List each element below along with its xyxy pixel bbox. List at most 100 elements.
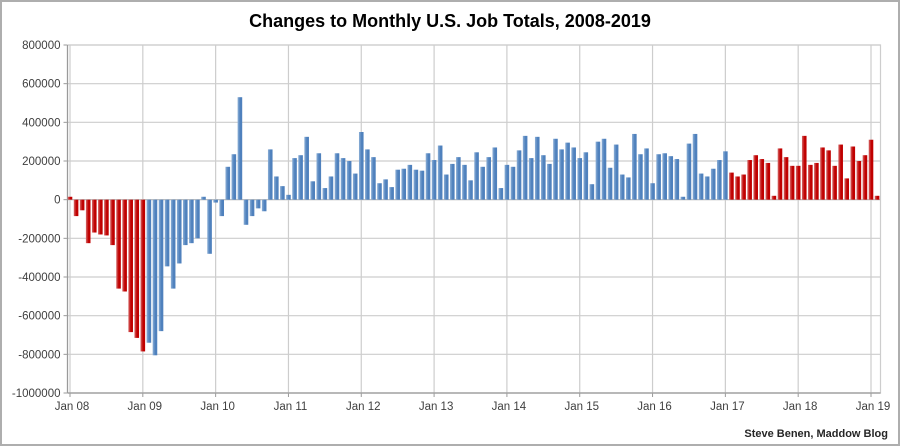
bar [528, 158, 534, 200]
bar [431, 160, 437, 200]
bar [328, 176, 334, 200]
bar [122, 199, 127, 292]
bar [128, 199, 133, 333]
y-tick-label: -200000 [18, 233, 60, 245]
bar [856, 161, 862, 200]
bar [522, 135, 528, 200]
bar [820, 147, 825, 200]
bar [437, 145, 443, 200]
bar [814, 162, 819, 200]
bar [692, 133, 698, 200]
x-tick-label: Jan 17 [710, 401, 745, 413]
bar [656, 154, 661, 200]
bar [595, 141, 601, 200]
bar [638, 154, 643, 200]
bar [577, 158, 583, 200]
x-tick-label: Jan 11 [274, 401, 308, 413]
bar [613, 144, 619, 200]
bar [140, 199, 146, 352]
bar [625, 177, 631, 200]
bar [474, 152, 479, 200]
bar [116, 199, 121, 289]
bar [104, 199, 109, 236]
bar [352, 173, 358, 200]
bar [686, 143, 692, 200]
bar [644, 148, 649, 200]
bar [98, 199, 103, 235]
bar [456, 157, 461, 200]
chart-title: Changes to Monthly U.S. Job Totals, 2008… [249, 11, 651, 31]
x-tick-label: Jan 10 [200, 401, 235, 413]
bar [765, 162, 771, 200]
bar [164, 199, 170, 267]
bar [152, 199, 158, 356]
bar [310, 181, 316, 200]
x-tick-label: Jan 14 [492, 401, 527, 413]
bar [365, 149, 370, 200]
bar [389, 187, 394, 200]
bar [79, 199, 85, 211]
bar [662, 153, 667, 200]
bar [189, 199, 194, 244]
bar [789, 165, 795, 200]
bar [110, 199, 115, 246]
bar [504, 164, 510, 200]
bar [176, 199, 182, 264]
bar [340, 158, 346, 200]
bar [589, 184, 595, 200]
bar [680, 196, 686, 200]
y-tick-label: -800000 [18, 349, 60, 361]
bar [237, 97, 243, 200]
bar [134, 199, 140, 338]
bar [267, 149, 273, 200]
bar [280, 186, 285, 200]
bar [377, 183, 382, 200]
bar [607, 167, 613, 200]
bar [304, 136, 309, 200]
bar [480, 166, 485, 200]
bar [601, 138, 607, 200]
bar [201, 196, 206, 200]
bar [213, 199, 218, 203]
bar [492, 147, 498, 200]
bar [674, 159, 680, 200]
bar [534, 136, 540, 200]
attribution-text: Steve Benen, Maddow Blog [744, 428, 888, 440]
bar [231, 154, 237, 200]
bar [292, 158, 297, 200]
bar [274, 176, 279, 200]
bar [195, 199, 200, 239]
bar [286, 194, 291, 200]
bar [838, 144, 843, 200]
bar [249, 199, 255, 217]
bar [710, 168, 716, 200]
x-tick-label: Jan 08 [55, 401, 90, 413]
bar [146, 199, 152, 343]
bar [219, 199, 225, 217]
bar [698, 173, 704, 200]
y-tick-label: 600000 [22, 79, 60, 91]
bar [298, 155, 303, 200]
bar [547, 163, 552, 200]
bar [85, 199, 91, 244]
bar [243, 199, 249, 225]
x-tick-label: Jan 15 [564, 401, 599, 413]
bar [316, 153, 322, 200]
bar [449, 163, 455, 200]
bar [468, 180, 473, 200]
bar [650, 183, 655, 200]
bar [795, 165, 801, 200]
bar [255, 199, 261, 209]
y-tick-label: 200000 [22, 156, 60, 168]
bar [716, 160, 722, 200]
bar [334, 153, 340, 200]
bar [462, 164, 467, 200]
bar [832, 165, 837, 200]
bar [371, 157, 376, 200]
x-tick-label: Jan 09 [128, 401, 163, 413]
x-tick-label: Jan 18 [783, 401, 818, 413]
bar [516, 150, 522, 200]
bar [668, 156, 674, 200]
